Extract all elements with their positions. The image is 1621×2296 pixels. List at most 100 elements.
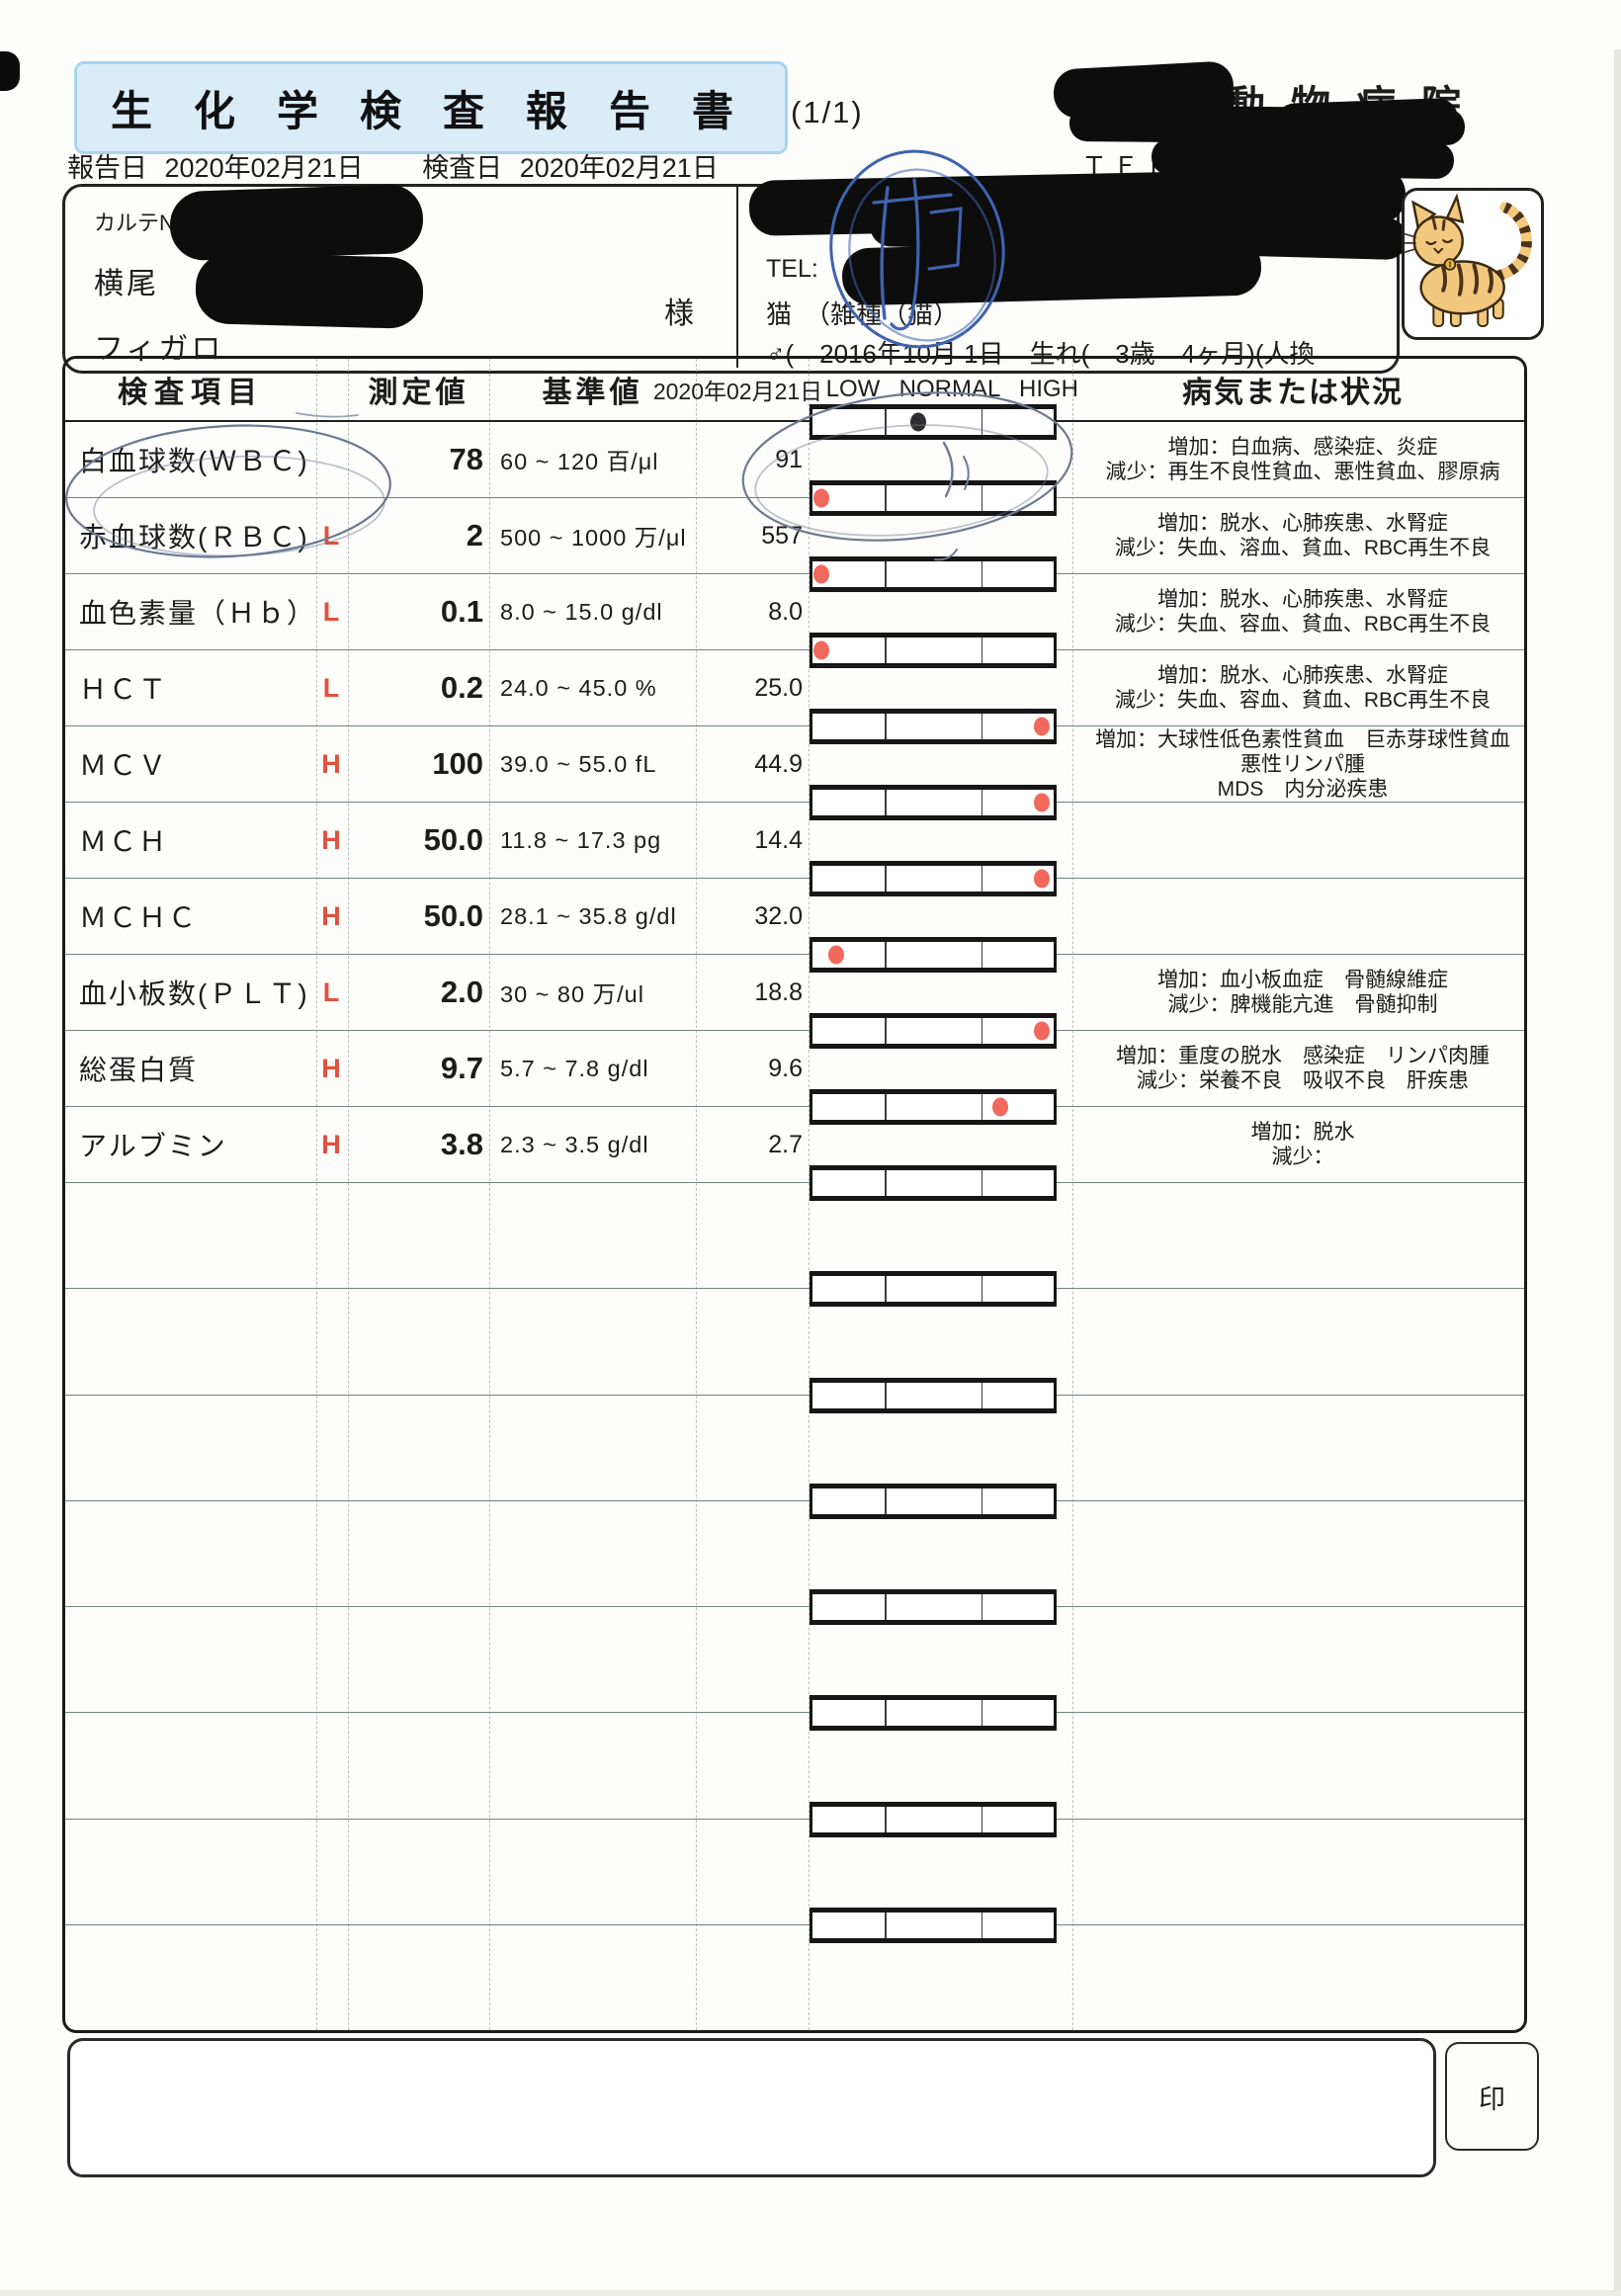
test-item-label: 血色素量（Ｈｂ） <box>79 598 317 629</box>
reference-range: 24.0 ~ 45.0 % <box>500 674 657 701</box>
page-edge <box>1614 49 1621 2296</box>
column-divider <box>316 359 317 2030</box>
gauge-bar <box>810 1271 1057 1308</box>
reference-range: 11.8 ~ 17.3 pg <box>500 826 662 853</box>
gauge-dot <box>812 640 829 660</box>
flag-indicator <box>315 422 347 497</box>
test-item-label: アルブミン <box>79 1131 227 1161</box>
column-divider <box>489 359 490 2030</box>
gauge-dot <box>992 1097 1009 1117</box>
gauge-value: 14.4 <box>754 825 803 854</box>
table-row-mcv: ＭＣＶ H 100 39.0 ~ 55.0 fL 44.9 増加：大球性低色素性… <box>65 709 1524 803</box>
reference-range: 5.7 ~ 7.8 g/dl <box>500 1055 649 1081</box>
measured-value: 3.8 <box>440 1127 483 1161</box>
table-row-rbc: 赤血球数(ＲＢＣ) L 2 500 ~ 1000 万/μl 557 増加：脱水、… <box>65 480 1524 574</box>
test-date-label: 検査日 <box>422 153 503 183</box>
reference-range: 60 ~ 120 百/μl <box>500 449 659 474</box>
disease-notes: 増加：血小板血症 骨髄線維症 減少：脾機能亢進 骨髄抑制 <box>1157 969 1448 1016</box>
header-test-item: 検査項目 <box>118 376 264 409</box>
gauge-bar <box>810 404 1057 440</box>
gauge-value: 44.9 <box>754 749 803 778</box>
disease-notes: 増加：脱水、心肺疾患、水腎症 減少：失血、溶血、貧血、RBC再生不良 <box>1114 512 1492 559</box>
flag-indicator: H <box>321 748 341 779</box>
measured-value: 50.0 <box>423 898 483 933</box>
report-title-box: 生化学検査報告書 <box>74 61 788 154</box>
gauge-value: 18.8 <box>754 978 803 1006</box>
disease-notes <box>1085 803 1520 878</box>
gauge-value: 557 <box>761 521 803 550</box>
column-divider <box>348 359 349 2030</box>
owner-name: 横尾 <box>94 268 159 300</box>
table-row-mch: ＭＣＨ H 50.0 11.8 ~ 17.3 pg 14.4 <box>65 785 1524 879</box>
cat-illustration-icon <box>1405 193 1532 327</box>
flag-indicator: H <box>321 1053 341 1083</box>
flag-indicator: L <box>322 520 340 551</box>
disease-notes <box>1085 879 1520 954</box>
gauge-bar <box>810 1089 1057 1125</box>
measured-value: 100 <box>432 746 483 781</box>
table-header: 検査項目 測定値 基準値 2020年02月21日 LOW NORMAL HIGH… <box>65 359 1524 422</box>
test-item-label: 総蛋白質 <box>79 1055 199 1085</box>
gauge-bar <box>810 1907 1057 1943</box>
table-row-wbc: 白血球数(ＷＢＣ) 78 60 ~ 120 百/μl 91 増加：白血病、感染症… <box>65 404 1524 498</box>
empty-row <box>65 1907 1524 2030</box>
gauge-bar <box>810 1695 1057 1732</box>
gauge-dot <box>1033 717 1050 736</box>
reference-range: 30 ~ 80 万/ul <box>500 981 644 1007</box>
flag-indicator: L <box>322 596 340 627</box>
pet-name: フィガロ <box>94 333 224 366</box>
gauge-dot <box>1033 1021 1050 1041</box>
disease-notes: 増加：脱水、心肺疾患、水腎症 減少：失血、容血、貧血、RBC再生不良 <box>1114 664 1492 712</box>
table-row-plt: 血小板数(ＰＬＴ) L 2.0 30 ~ 80 万/ul 18.8 増加：血小板… <box>65 937 1524 1031</box>
gauge-bar <box>810 1377 1057 1413</box>
reference-range: 500 ~ 1000 万/μl <box>500 525 687 551</box>
report-dates: 報告日 2020年02月21日 検査日 2020年02月21日 <box>67 146 719 185</box>
gauge-dot <box>1033 869 1050 889</box>
measured-value: 78 <box>449 442 483 476</box>
header-date: 2020年02月21日 <box>652 378 823 404</box>
empty-row <box>65 1271 1524 1396</box>
gauge-bar <box>810 633 1057 668</box>
gauge-value: 91 <box>775 445 803 473</box>
table-row-hb: 血色素量（Ｈｂ） L 0.1 8.0 ~ 15.0 g/dl 8.0 増加：脱水… <box>65 556 1524 650</box>
disease-notes: 増加：白血病、感染症、炎症 減少：再生不良性貧血、悪性貧血、膠原病 <box>1105 436 1500 483</box>
redaction-hospital-address <box>1274 97 1459 144</box>
measured-value: 0.1 <box>440 594 483 629</box>
gauge-bar <box>810 1589 1057 1625</box>
test-item-label: 赤血球数(ＲＢＣ) <box>79 522 309 553</box>
gauge-bar <box>810 709 1057 744</box>
flag-indicator: L <box>322 672 340 703</box>
header-measured-value: 測定値 <box>368 376 469 409</box>
test-item-label: ＭＣＨ <box>79 826 169 857</box>
measured-value: 2 <box>466 518 483 553</box>
test-item-label: ＨＣＴ <box>79 674 169 705</box>
flag-indicator: H <box>321 900 341 931</box>
notes-box <box>67 2038 1436 2177</box>
flag-indicator: H <box>321 824 341 855</box>
gauge-bar <box>810 1013 1057 1049</box>
reference-range: 39.0 ~ 55.0 fL <box>500 750 657 777</box>
gauge-value: 25.0 <box>754 673 803 702</box>
scan-artifact <box>0 51 20 91</box>
reference-range: 28.1 ~ 35.8 g/dl <box>500 902 677 929</box>
column-divider <box>809 359 810 2030</box>
honorific: 様 <box>664 298 697 330</box>
gauge-bar <box>810 1801 1057 1837</box>
stamp-box: 印 <box>1445 2042 1539 2151</box>
redaction-chart-no <box>168 183 425 262</box>
table-row-total-protein: 総蛋白質 H 9.7 5.7 ~ 7.8 g/dl 9.6 増加：重度の脱水 感… <box>65 1013 1524 1107</box>
reference-range: 2.3 ~ 3.5 g/dl <box>500 1131 649 1157</box>
flag-indicator: L <box>322 977 340 1007</box>
patient-box-divider <box>736 184 738 368</box>
gauge-dot <box>910 412 927 432</box>
disease-notes: 増加：脱水、心肺疾患、水腎症 減少：失血、容血、貧血、RBC再生不良 <box>1114 588 1492 636</box>
gauge-dot <box>812 488 829 508</box>
patient-info-box <box>62 184 1400 374</box>
gauge-bar <box>810 937 1057 973</box>
disease-notes: 増加：脱水 減少： <box>1250 1121 1355 1168</box>
patient-tel-label: TEL: <box>766 255 818 283</box>
gauge-value: 9.6 <box>768 1054 803 1082</box>
test-item-label: ＭＣＶ <box>79 750 169 781</box>
gauge-value: 32.0 <box>754 901 803 930</box>
test-item-label: 血小板数(ＰＬＴ) <box>79 978 309 1009</box>
